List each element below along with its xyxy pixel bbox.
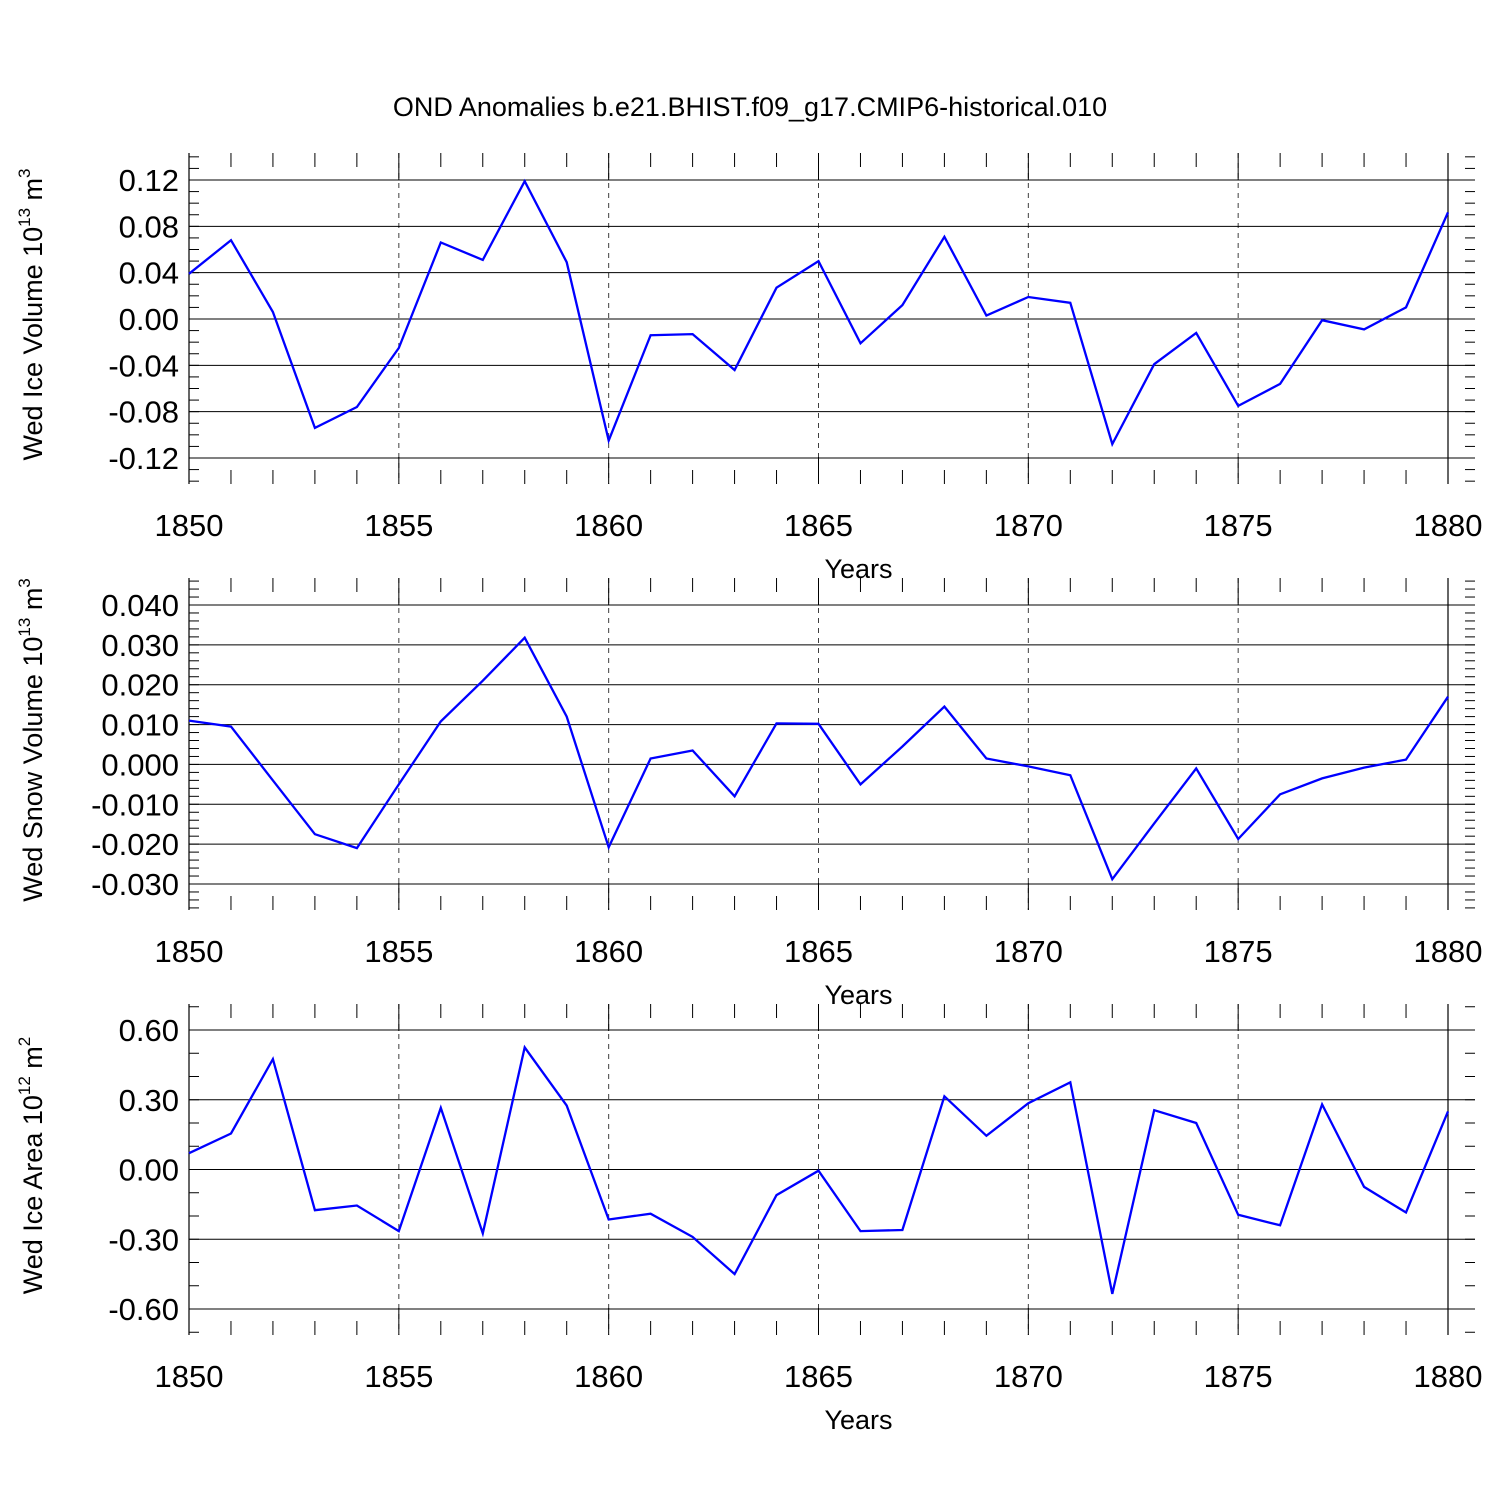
y-tick-label: -0.010 <box>91 787 179 822</box>
x-tick-label: 1850 <box>155 1359 224 1394</box>
x-tick-label: 1870 <box>994 934 1063 969</box>
y-tick-label: 0.000 <box>101 747 179 782</box>
y-axis-label: Wed Ice Volume 1013 m3 <box>15 168 48 460</box>
x-tick-label: 1855 <box>364 934 433 969</box>
x-axis-label: Years <box>824 980 892 1010</box>
y-tick-label: 0.60 <box>119 1013 179 1048</box>
y-tick-label: -0.04 <box>108 348 179 383</box>
x-axis-label-text: Years <box>824 554 892 584</box>
y-tick-label: 0.00 <box>119 302 179 337</box>
y-tick-label: 0.00 <box>119 1153 179 1188</box>
y-axis-label-text: Wed Ice Volume 10 <box>18 227 48 461</box>
y-tick-label: 0.12 <box>119 163 179 198</box>
y-tick-label: -0.030 <box>91 867 179 902</box>
y-axis-label-superscript: 2 <box>15 1037 34 1046</box>
x-tick-label: 1850 <box>155 508 224 543</box>
x-tick-label: 1860 <box>574 508 643 543</box>
x-tick-label: 1855 <box>364 1359 433 1394</box>
x-tick-label: 1875 <box>1204 1359 1273 1394</box>
x-tick-label: 1860 <box>574 934 643 969</box>
y-axis-label: Wed Snow Volume 1013 m3 <box>15 578 48 902</box>
x-axis-label-text: Years <box>824 1405 892 1435</box>
y-tick-label: -0.30 <box>108 1222 179 1257</box>
y-tick-label: -0.12 <box>108 441 179 476</box>
panel-ice-area: -0.60 -0.30 0.00 0.30 0.60 1850 1855 1860 1865 18… <box>15 1004 1482 1435</box>
y-tick-label: 0.030 <box>101 628 179 663</box>
panel-snow-volume: -0.030 -0.020 -0.010 0.000 0.010 0.020 0.030 0.… <box>15 578 1482 1010</box>
y-axis-label-text: Wed Ice Area 10 <box>18 1095 48 1294</box>
y-axis-label-superscript: 13 <box>15 618 34 637</box>
x-tick-label: 1880 <box>1414 934 1483 969</box>
y-axis-label-text: m <box>18 588 48 618</box>
x-tick-label: 1875 <box>1204 508 1273 543</box>
y-tick-label: 0.040 <box>101 588 179 623</box>
series-line <box>188 1044 1450 1295</box>
x-tick-label: 1875 <box>1204 934 1273 969</box>
y-tick-label: -0.08 <box>108 395 179 430</box>
y-tick-label: 0.08 <box>119 209 179 244</box>
x-tick-label: 1865 <box>784 508 853 543</box>
y-tick-label: 0.30 <box>119 1083 179 1118</box>
y-tick-label: 0.04 <box>119 256 179 291</box>
x-tick-label: 1880 <box>1414 1359 1483 1394</box>
x-tick-label: 1880 <box>1414 508 1483 543</box>
series-line <box>188 178 1450 448</box>
x-tick-label: 1870 <box>994 508 1063 543</box>
y-axis-label-text: m <box>18 1046 48 1076</box>
x-tick-label: 1850 <box>155 934 224 969</box>
x-axis-label: Years <box>824 1405 892 1435</box>
y-axis-label-text: Wed Snow Volume 10 <box>18 637 48 902</box>
x-axis-label-text: Years <box>824 980 892 1010</box>
x-tick-label: 1855 <box>364 508 433 543</box>
y-axis-label-text: m <box>18 178 48 208</box>
x-axis-label: Years <box>824 554 892 584</box>
y-tick-label: -0.020 <box>91 827 179 862</box>
x-tick-label: 1870 <box>994 1359 1063 1394</box>
y-axis-label-superscript: 3 <box>15 578 34 587</box>
chart-title: OND Anomalies b.e21.BHIST.f09_g17.CMIP6-… <box>393 92 1107 122</box>
y-tick-label: -0.60 <box>108 1292 179 1327</box>
y-tick-label: 0.010 <box>101 708 179 743</box>
y-axis-label: Wed Ice Area 1012 m2 <box>15 1037 48 1295</box>
y-axis-label-superscript: 13 <box>15 208 34 227</box>
series-line <box>188 635 1449 882</box>
x-tick-label: 1865 <box>784 1359 853 1394</box>
x-tick-label: 1865 <box>784 934 853 969</box>
panel-ice-volume: -0.12 -0.08 -0.04 0.00 0.04 0.08 0.12 1850 1855 1… <box>15 153 1482 584</box>
x-tick-label: 1860 <box>574 1359 643 1394</box>
y-tick-label: 0.020 <box>101 668 179 703</box>
y-axis-label-superscript: 3 <box>15 168 34 177</box>
y-axis-label-superscript: 12 <box>15 1076 34 1095</box>
